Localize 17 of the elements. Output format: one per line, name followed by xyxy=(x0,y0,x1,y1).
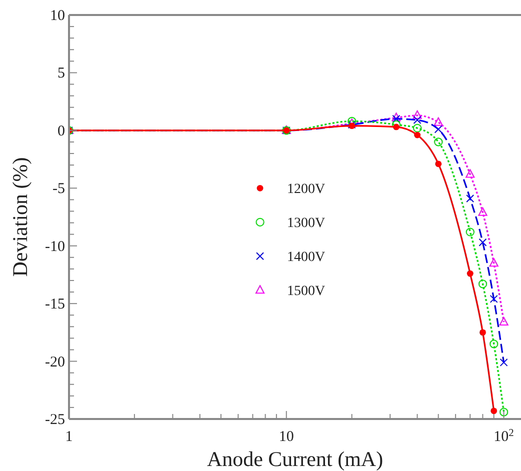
y-tick-label: -25 xyxy=(45,412,65,428)
x-tick-label: 10$^{2}$ xyxy=(494,428,514,445)
y-tick-label: 0 xyxy=(58,123,65,140)
y-axis-title: Deviation (%) xyxy=(8,157,32,277)
legend-label: 1300V xyxy=(287,216,326,232)
y-tick-label: -20 xyxy=(45,354,65,370)
x-axis-title: Anode Current (mA) xyxy=(206,447,384,471)
y-tick-label: 5 xyxy=(58,66,65,82)
y-tick-label: -10 xyxy=(45,238,65,255)
y-tick-label: 10 xyxy=(50,8,65,24)
x-tick-label: 10 xyxy=(278,429,294,445)
y-tick-label: -5 xyxy=(52,181,65,198)
legend-label: 1200V xyxy=(287,182,326,198)
y-tick-label: -15 xyxy=(45,296,65,313)
legend-label: 1400V xyxy=(287,250,326,266)
legend-label: 1500V xyxy=(287,284,326,300)
x-tick-label: 1 xyxy=(65,429,73,445)
